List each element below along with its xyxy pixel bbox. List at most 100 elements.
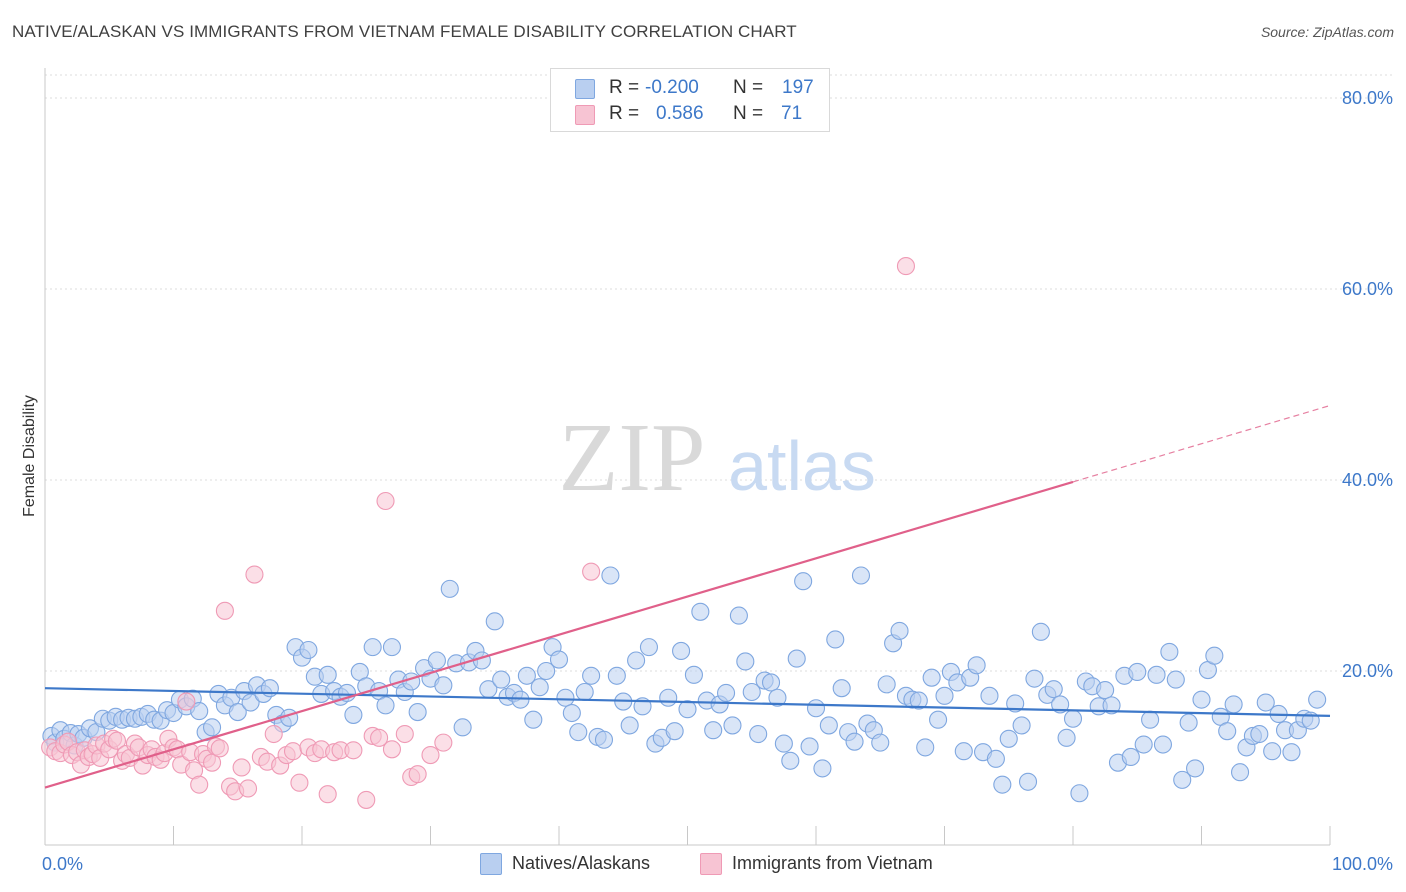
data-point: [1102, 696, 1121, 715]
data-point: [530, 678, 549, 697]
grid-lines: [45, 74, 1393, 672]
data-point: [986, 749, 1005, 768]
data-point: [980, 686, 999, 705]
data-point: [826, 630, 845, 649]
data-point: [1186, 759, 1205, 778]
data-point: [742, 682, 761, 702]
data-point: [916, 738, 935, 757]
data-point: [659, 688, 678, 707]
data-point: [245, 565, 264, 584]
data-point: [440, 579, 459, 598]
data-point: [283, 742, 303, 761]
data-point: [318, 785, 337, 804]
watermark-zip: ZIP: [559, 404, 706, 512]
data-point: [1070, 784, 1089, 803]
axes: [44, 68, 1331, 846]
data-point: [1128, 662, 1147, 682]
trend-line-extrapolated: [1072, 404, 1331, 483]
legend-n-label: N =: [733, 103, 764, 124]
legend-n-value: 71: [781, 103, 803, 124]
data-point: [382, 638, 402, 657]
data-point: [290, 773, 309, 792]
data-point: [993, 775, 1012, 794]
data-point: [1121, 747, 1140, 767]
data-point: [1224, 695, 1243, 714]
data-point: [935, 686, 954, 705]
data-point: [370, 728, 389, 747]
data-point: [761, 673, 781, 692]
data-point: [232, 758, 251, 777]
data-point: [813, 759, 832, 778]
data-point: [909, 691, 928, 710]
data-point: [967, 656, 986, 675]
data-point: [1031, 622, 1050, 641]
data-point: [736, 652, 755, 671]
data-point: [794, 572, 813, 591]
data-point: [890, 621, 909, 640]
data-point: [1166, 670, 1185, 689]
data-point: [344, 741, 363, 760]
data-point: [1256, 693, 1275, 712]
data-point: [434, 733, 453, 752]
data-point: [929, 710, 948, 729]
legend-swatch-vietnam: [575, 105, 595, 125]
legend-swatch-natives: [575, 79, 595, 99]
data-point: [787, 649, 806, 668]
data-point: [627, 651, 646, 670]
data-point: [774, 734, 793, 753]
trend-line: [44, 480, 1074, 789]
data-point: [851, 566, 871, 585]
data-point: [716, 683, 736, 703]
data-point: [582, 562, 601, 581]
data-point: [1051, 695, 1070, 714]
data-point: [871, 733, 890, 752]
data-point: [215, 601, 234, 620]
data-point: [999, 729, 1018, 748]
data-point: [678, 700, 697, 719]
data-point: [318, 665, 337, 684]
data-point: [427, 651, 446, 670]
data-point: [607, 666, 626, 685]
data-point: [492, 670, 511, 689]
data-point: [1231, 763, 1250, 782]
chart-source: Source: ZipAtlas.com: [1260, 24, 1394, 40]
trend-line: [44, 687, 1331, 717]
data-point: [241, 693, 260, 712]
legend-r-label: R =: [609, 77, 640, 98]
data-point: [672, 641, 691, 660]
data-point: [1263, 742, 1282, 761]
data-point: [1006, 694, 1025, 713]
data-point: [806, 699, 826, 718]
data-point: [408, 703, 427, 722]
data-point: [537, 661, 556, 681]
data-point: [517, 666, 536, 685]
data-point: [1134, 735, 1153, 754]
data-point: [107, 731, 127, 750]
data-point: [210, 739, 229, 758]
data-point: [562, 703, 581, 723]
data-point: [691, 602, 710, 621]
bottom-legend-label-natives: Natives/Alaskans: [512, 853, 651, 873]
bottom-legend-label-vietnam: Immigrants from Vietnam: [732, 853, 933, 873]
data-point: [665, 722, 684, 741]
data-point: [781, 751, 800, 770]
y-tick-label: 40.0%: [1342, 470, 1393, 490]
data-point: [177, 692, 196, 711]
data-point: [453, 718, 472, 737]
bottom-legend-swatch-vietnam: [700, 853, 722, 875]
data-point: [729, 606, 748, 625]
data-point: [1012, 716, 1031, 735]
data-point: [1218, 722, 1237, 741]
data-point: [594, 730, 614, 749]
data-point: [954, 742, 973, 761]
data-point: [1141, 710, 1160, 729]
data-point: [344, 705, 363, 724]
trend-lines: [44, 404, 1331, 789]
data-point: [549, 650, 569, 669]
data-point: [421, 745, 440, 765]
data-point: [1153, 735, 1172, 754]
data-point: [376, 696, 395, 715]
data-point: [601, 566, 620, 585]
x-tick-label: 0.0%: [42, 854, 83, 874]
data-point: [376, 491, 395, 511]
